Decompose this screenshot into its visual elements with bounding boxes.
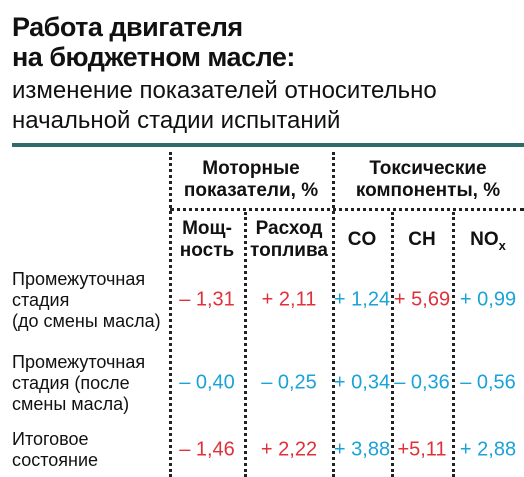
cell: + 0,34 xyxy=(333,371,391,394)
column-header: CH xyxy=(408,229,436,250)
cell: + 0,99 xyxy=(459,288,517,311)
column-header: Мощ- xyxy=(182,218,232,239)
column-header: ность xyxy=(179,240,235,261)
divider xyxy=(332,152,335,477)
column-header: NOx xyxy=(470,229,506,253)
divider xyxy=(391,212,394,477)
divider xyxy=(169,152,172,477)
cell: – 1,31 xyxy=(179,288,235,311)
row-label: смены масла) xyxy=(12,393,130,414)
group-header: показатели, % xyxy=(183,180,319,201)
cell: + 2,11 xyxy=(261,288,317,311)
column-header: топлива xyxy=(250,240,328,261)
cell: + 2,22 xyxy=(260,438,318,461)
group-header: Токсические xyxy=(369,158,487,179)
cell: + 1,24 xyxy=(333,288,391,311)
cell: – 0,56 xyxy=(460,371,516,394)
subtitle: изменение показателей относительно xyxy=(12,77,437,104)
column-header: Расход xyxy=(255,218,323,239)
cell: + 2,88 xyxy=(459,438,517,461)
row-label: состояние xyxy=(12,450,99,470)
title: на бюджетном масле: xyxy=(12,42,295,72)
row-label: (до смены масла) xyxy=(12,310,161,331)
row-label: стадия xyxy=(12,289,70,310)
subscript: x xyxy=(498,237,506,253)
cell: – 1,46 xyxy=(179,438,235,461)
cell: + 5,69 xyxy=(393,288,451,311)
group-header: компоненты, % xyxy=(355,180,501,201)
row-label: Промежуточная xyxy=(12,351,146,372)
row-label: Итоговое xyxy=(12,429,89,449)
divider xyxy=(170,208,524,211)
row-label: Промежуточная xyxy=(12,268,146,289)
divider xyxy=(452,212,455,477)
cell: – 0,25 xyxy=(261,371,317,394)
cell: – 0,36 xyxy=(394,371,450,394)
cell: +5,11 xyxy=(397,438,447,461)
rule xyxy=(12,143,524,147)
cell: – 0,40 xyxy=(179,371,235,394)
divider xyxy=(244,212,247,477)
cell: + 3,88 xyxy=(333,438,391,461)
group-header: Моторные xyxy=(202,158,300,179)
column-header: CO xyxy=(347,229,377,250)
row-label: стадия (после xyxy=(12,372,130,393)
subtitle: начальной стадии испытаний xyxy=(12,107,341,134)
title: Работа двигателя xyxy=(12,12,243,42)
